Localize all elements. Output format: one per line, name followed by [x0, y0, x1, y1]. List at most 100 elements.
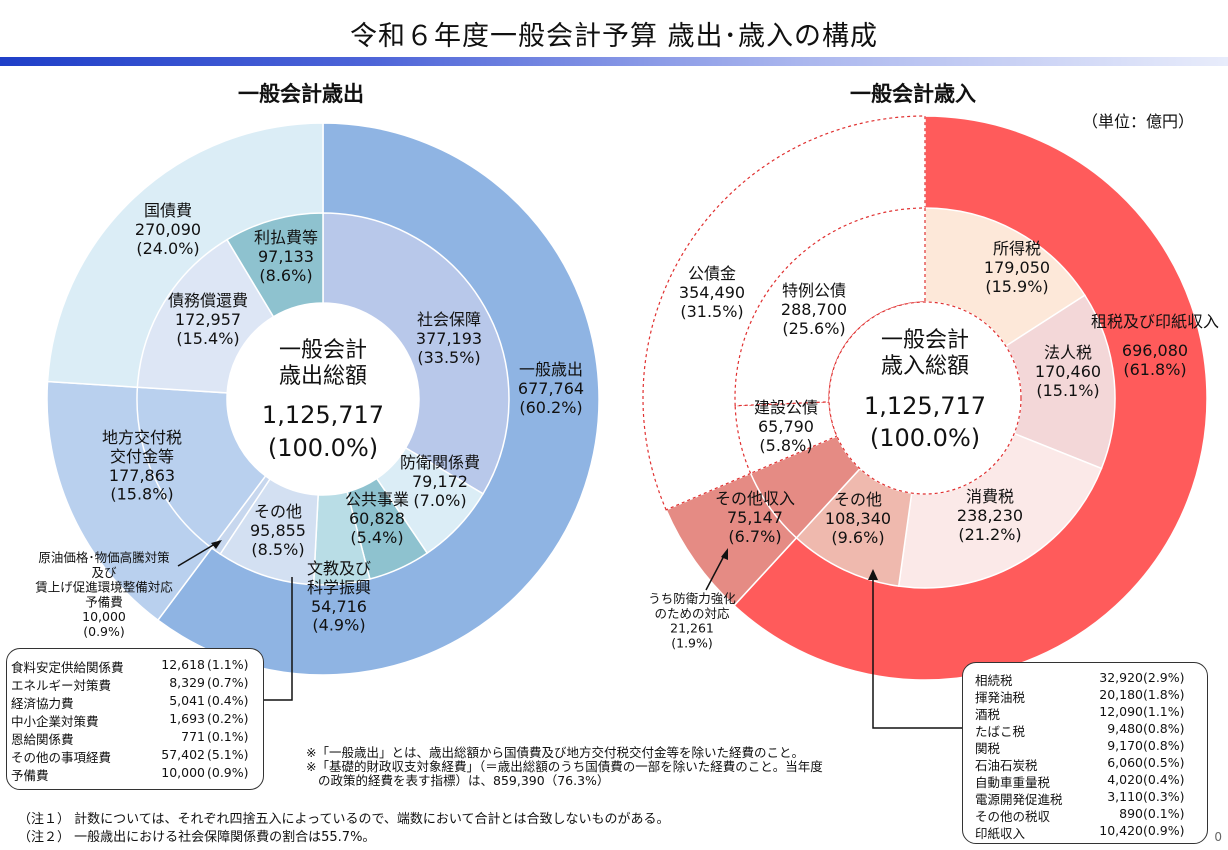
revenue-center-hole — [828, 301, 1022, 495]
revenue-label-tax-name: 租税及び印紙収入 — [1091, 312, 1219, 331]
unit-label: （単位：億円） — [1082, 112, 1195, 131]
revenue-bracket-line — [872, 577, 962, 729]
expenditure-callout-arrowhead — [211, 540, 222, 549]
revenue-breakdown-row-name: 印紙収入 — [975, 826, 1026, 841]
revenue-breakdown-row-name: たばこ税 — [975, 724, 1026, 739]
expenditure-label-other: その他 95,855 (8.5%) — [250, 502, 306, 559]
revenue-center-title: 一般会計歳入総額 — [881, 328, 969, 379]
expenditure-label-interest: 利払費等 97,133 (8.6%) — [254, 228, 318, 285]
expenditure-label-public-works: 公共事業 60,828 (5.4%) — [345, 490, 409, 547]
revenue-bracket-arrowhead — [868, 569, 878, 580]
revenue-breakdown-row-pct: (0.3%) — [1143, 789, 1185, 804]
expenditure-breakdown-row-value: 5,041 — [169, 693, 205, 708]
revenue-label-special-bond: 特例公債 288,700 (25.6%) — [781, 281, 847, 338]
expenditure-breakdown-row-name: 恩給関係費 — [11, 732, 74, 747]
expenditure-breakdown-row-pct: (5.1%) — [207, 747, 249, 762]
revenue-label-consumption-tax: 消費税 238,230 (21.2%) — [957, 487, 1023, 544]
expenditure-breakdown-row-pct: (0.7%) — [207, 675, 249, 690]
page-number: 0 — [1214, 830, 1222, 844]
revenue-breakdown-row-value: 32,920 — [1099, 670, 1143, 685]
revenue-label-other-income: その他収入 75,147 (6.7%) — [715, 489, 795, 546]
revenue-breakdown-row-value: 3,110 — [1107, 789, 1143, 804]
expenditure-breakdown-row-pct: (0.9%) — [207, 765, 249, 780]
revenue-breakdown-row-name: 電源開発促進税 — [975, 792, 1063, 807]
revenue-breakdown-row-pct: (0.1%) — [1143, 806, 1185, 821]
note-primary-balance-2: の政策的経費を表す指標）は、859,390（76.3%） — [318, 773, 610, 788]
expenditure-bracket-line — [264, 577, 293, 701]
revenue-label-bond: 公債金 354,490 (31.5%) — [679, 264, 745, 321]
revenue-breakdown-row-name: 酒税 — [975, 707, 1001, 722]
revenue-center-value: 1,125,717 — [864, 392, 986, 420]
expenditure-inner-slice-1 — [322, 212, 510, 495]
expenditure-breakdown-box: 食料安定供給関係費 12,618 (1.1%) エネルギー対策費 8,329 (0.7%)… — [6, 648, 264, 790]
expenditure-breakdown-row-name: エネルギー対策費 — [11, 678, 112, 693]
expenditure-breakdown-row-value: 57,402 — [161, 747, 205, 762]
expenditure-breakdown-row-value: 10,000 — [161, 765, 205, 780]
revenue-callout-arrowhead — [721, 548, 728, 560]
revenue-breakdown-row-value: 4,020 — [1107, 772, 1143, 787]
revenue-breakdown-row-name: 自動車重量税 — [975, 775, 1051, 790]
expenditure-callout-reserve: 原油価格･物価高騰対策及び賃上げ促進環境整備対応予備費 10,000 (0.9%) — [35, 550, 173, 639]
revenue-breakdown-row-pct: (2.9%) — [1143, 670, 1185, 685]
revenue-heading: 一般会計歳入 — [850, 82, 976, 106]
expenditure-breakdown-row-pct: (0.4%) — [207, 693, 249, 708]
expenditure-label-debt: 国債費 270,090 (24.0%) — [135, 201, 201, 258]
expenditure-breakdown-row-name: その他の事項経費 — [11, 750, 112, 765]
expenditure-label-education: 文教及び科学振興 54,716 (4.9%) — [307, 559, 371, 635]
expenditure-center-value: 1,125,717 — [262, 401, 384, 429]
revenue-breakdown-row-value: 20,180 — [1099, 687, 1143, 702]
revenue-breakdown-row-value: 6,060 — [1107, 755, 1143, 770]
expenditure-breakdown-row-value: 771 — [181, 729, 205, 744]
revenue-breakdown-row-name: その他の税収 — [975, 809, 1051, 824]
expenditure-label-redemption: 債務償還費 172,957 (15.4%) — [168, 291, 248, 348]
expenditure-label-defense: 防衛関係費 79,172 (7.0%) — [400, 453, 480, 510]
revenue-breakdown-row-name: 相続税 — [975, 673, 1013, 688]
revenue-breakdown-row-pct: (0.8%) — [1143, 721, 1185, 736]
expenditure-heading: 一般会計歳出 — [238, 82, 364, 106]
expenditure-center-pct: (100.0%) — [268, 434, 378, 462]
expenditure-center-hole — [227, 303, 419, 495]
revenue-breakdown-row-value: 890 — [1119, 806, 1143, 821]
revenue-inner-slice-6 — [734, 401, 838, 475]
page-title: 令和６年度一般会計予算 歳出･歳入の構成 — [349, 21, 879, 52]
revenue-breakdown-row-name: 揮発油税 — [975, 690, 1026, 705]
expenditure-breakdown-row-value: 1,693 — [169, 711, 205, 726]
revenue-label-tax-value: 696,080 (61.8%) — [1122, 341, 1188, 379]
revenue-breakdown-row-value: 9,170 — [1107, 738, 1143, 753]
revenue-callout-arrow — [705, 551, 727, 591]
footnote-2: （注２） 一般歳出における社会保障関係費の割合は55.7%。 — [18, 830, 376, 845]
revenue-breakdown-row-name: 関税 — [975, 741, 1001, 756]
expenditure-breakdown-row-name: 中小企業対策費 — [11, 714, 99, 729]
expenditure-breakdown-row-pct: (0.1%) — [207, 729, 249, 744]
revenue-breakdown-box: 相続税 32,920 (2.9%) 揮発油税 20,180 (1.8%) 酒税 12,090(… — [962, 662, 1208, 844]
expenditure-breakdown-row-pct: (0.2%) — [207, 711, 249, 726]
expenditure-breakdown-row-pct: (1.1%) — [207, 657, 249, 672]
revenue-callout-defense: うち防衛力強化のための対応 21,261 (1.9%) — [648, 591, 736, 650]
revenue-breakdown-row-pct: (0.9%) — [1143, 823, 1185, 838]
footnote-1: （注１） 計数については、それぞれ四捨五入によっているので、端数において合計とは… — [18, 812, 670, 827]
revenue-label-corporate-tax: 法人税 170,460 (15.1%) — [1035, 343, 1101, 400]
expenditure-breakdown-row-value: 12,618 — [161, 657, 205, 672]
revenue-breakdown-row-pct: (0.8%) — [1143, 738, 1185, 753]
expenditure-breakdown-row-name: 予備費 — [11, 768, 49, 783]
expenditure-center-title: 一般会計歳出総額 — [279, 338, 367, 389]
revenue-outer-slice-3 — [642, 115, 926, 511]
expenditure-breakdown-row-value: 8,329 — [169, 675, 205, 690]
revenue-breakdown-row-value: 9,480 — [1107, 721, 1143, 736]
revenue-breakdown-row-value: 12,090 — [1099, 704, 1143, 719]
title-bar — [0, 57, 1228, 66]
revenue-breakdown-row-name: 石油石炭税 — [975, 758, 1038, 773]
expenditure-breakdown-row-name: 食料安定供給関係費 — [11, 660, 124, 675]
expenditure-label-transfer: 地方交付税交付金等 177,863 (15.8%) — [102, 428, 182, 504]
revenue-breakdown-row-pct: (1.1%) — [1143, 704, 1185, 719]
revenue-label-other-tax: その他 108,340 (9.6%) — [825, 490, 891, 547]
revenue-breakdown-row-value: 10,420 — [1099, 823, 1143, 838]
revenue-breakdown-row-pct: (1.8%) — [1143, 687, 1185, 702]
revenue-breakdown-row-pct: (0.5%) — [1143, 755, 1185, 770]
revenue-label-income-tax: 所得税 179,050 (15.9%) — [984, 239, 1050, 296]
revenue-breakdown-row-pct: (0.4%) — [1143, 772, 1185, 787]
note-primary-balance-1: ※「基礎的財政収支対象経費」（＝歳出総額のうち国債費の一部を除いた経費のこと。当… — [306, 759, 823, 774]
note-general-expenditure: ※「一般歳出」とは、歳出総額から国債費及び地方交付税交付金等を除いた経費のこと。 — [306, 745, 804, 760]
revenue-label-construction-bond: 建設公債 65,790 (5.8%) — [754, 398, 818, 455]
